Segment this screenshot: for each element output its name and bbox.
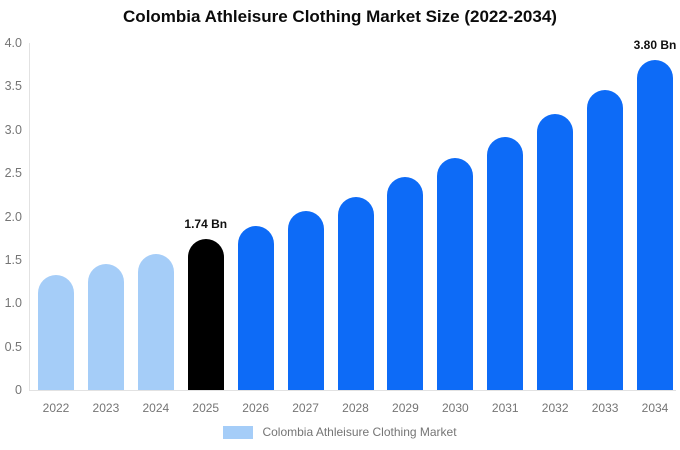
y-axis-tick-label: 3.0 (4, 122, 22, 137)
legend: Colombia Athleisure Clothing Market (0, 425, 680, 440)
bar-2025 (187, 239, 224, 390)
bar-2032 (537, 114, 574, 390)
legend-item-colombia-athleisure[interactable]: Colombia Athleisure Clothing Market (223, 425, 457, 440)
y-axis-tick-label: 1.0 (4, 296, 22, 311)
x-axis-label-2026: 2026 (242, 401, 269, 415)
y-axis-tick-label: 1.5 (4, 252, 22, 267)
x-axis-label-2022: 2022 (42, 401, 70, 415)
bar-2028 (337, 196, 374, 390)
x-axis-label-2030: 2030 (441, 401, 469, 415)
bar-2027 (287, 211, 324, 390)
y-axis-line (29, 43, 30, 390)
x-axis-label-2031: 2031 (491, 401, 519, 415)
y-axis-tick-label: 4.0 (4, 36, 22, 50)
x-axis-label-2029: 2029 (392, 401, 419, 415)
bar-2031 (487, 136, 524, 390)
x-axis-line (29, 390, 676, 391)
x-axis-label-2025: 2025 (192, 401, 220, 415)
legend-swatch-icon (223, 426, 254, 439)
bar-2033 (587, 89, 624, 390)
y-axis-tick-label: 2.0 (4, 209, 22, 224)
x-axis-label-2032: 2032 (541, 401, 569, 415)
y-axis-tick-label: 0 (15, 383, 22, 397)
x-axis-label-2024: 2024 (142, 401, 170, 415)
x-axis-label-2028: 2028 (342, 401, 369, 415)
bar-2026 (237, 226, 274, 390)
bar-2022 (38, 275, 74, 390)
bar-2029 (387, 177, 424, 390)
bar-2034 (637, 60, 673, 390)
bar-2030 (437, 158, 474, 390)
x-axis-label-2034: 2034 (641, 401, 669, 415)
y-axis-tick-label: 3.5 (4, 79, 22, 94)
bar-2024 (137, 253, 174, 390)
x-axis-label-2033: 2033 (591, 401, 619, 415)
x-axis-label-2023: 2023 (92, 401, 120, 415)
chart-title: Colombia Athleisure Clothing Market Size… (123, 7, 557, 26)
value-label-2025: 1.74 Bn (184, 217, 228, 232)
y-axis-tick-label: 2.5 (4, 166, 22, 181)
y-axis-tick-label: 0.5 (4, 339, 22, 354)
legend-label: Colombia Athleisure Clothing Market (262, 425, 457, 439)
bar-2023 (87, 264, 124, 390)
value-label-2034: 3.80 Bn (633, 38, 677, 53)
x-axis-label-2027: 2027 (292, 401, 319, 415)
